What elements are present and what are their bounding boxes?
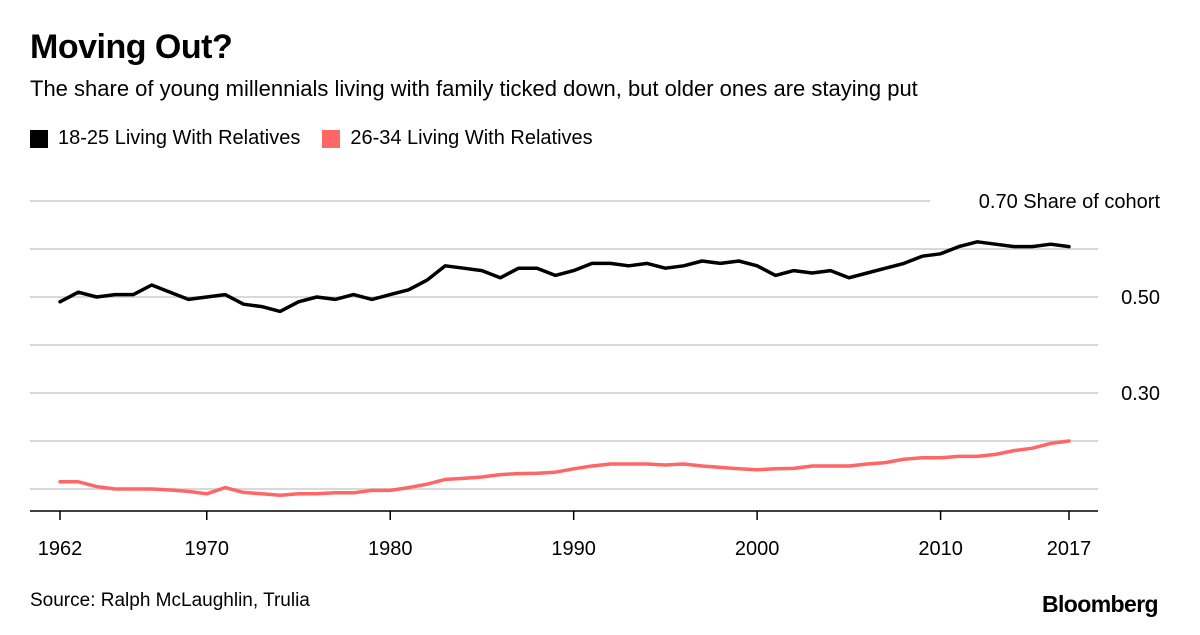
x-tick-label: 2017 xyxy=(1047,538,1092,560)
x-tick-label: 2000 xyxy=(735,538,780,560)
legend: 18-25 Living With Relatives 26-34 Living… xyxy=(30,127,615,150)
y-tick-label: 0.50 xyxy=(1121,287,1160,309)
y-tick-label: 0.30 xyxy=(1121,383,1160,405)
legend-label-18-25: 18-25 Living With Relatives xyxy=(58,127,301,149)
x-tick-label: 1990 xyxy=(551,538,596,560)
y-tick-label: 0.70 Share of cohort xyxy=(979,191,1161,213)
brand-logo-text: Bloomberg xyxy=(1042,591,1159,617)
legend-swatch-26-34 xyxy=(322,129,341,148)
x-tick-label: 2010 xyxy=(918,538,963,560)
x-tick-label: 1970 xyxy=(185,538,230,560)
legend-item-26-34: 26-34 Living With Relatives xyxy=(322,127,593,150)
x-tick-label: 1962 xyxy=(38,538,83,560)
source-note: Source: Ralph McLaughlin, Trulia xyxy=(30,590,310,611)
series-line-18-25 xyxy=(58,240,1071,314)
chart-subtitle: The share of young millennials living wi… xyxy=(30,76,918,101)
legend-label-26-34: 26-34 Living With Relatives xyxy=(350,127,593,149)
chart-title: Moving Out? xyxy=(30,28,233,66)
series-line-26-34 xyxy=(58,439,1071,497)
legend-swatch-18-25 xyxy=(30,129,48,148)
legend-item-18-25: 18-25 Living With Relatives xyxy=(30,127,300,150)
x-tick-label: 1980 xyxy=(368,538,413,560)
